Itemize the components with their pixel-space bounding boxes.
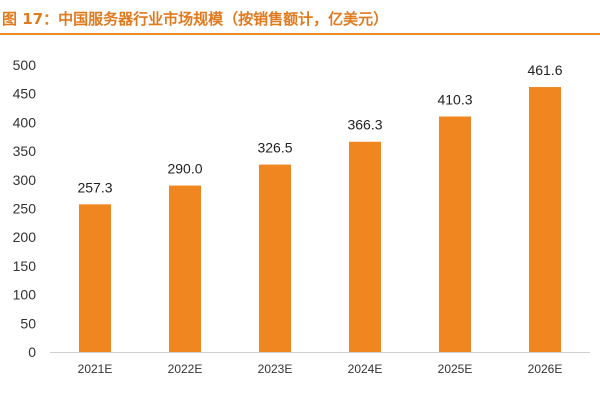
y-tick-label: 400 <box>13 114 37 130</box>
y-tick-label: 50 <box>20 315 36 331</box>
data-label: 410.3 <box>437 91 472 107</box>
x-tick-label: 2026E <box>528 362 563 376</box>
bar-2024E <box>349 141 381 352</box>
figure-title: 图 17：中国服务器行业市场规模（按销售额计，亿美元） <box>2 10 389 28</box>
y-tick-label: 350 <box>13 143 37 159</box>
data-label: 290.0 <box>167 161 202 177</box>
y-tick-label: 0 <box>28 344 36 360</box>
data-label: 326.5 <box>257 140 292 156</box>
x-tick-label: 2025E <box>438 362 473 376</box>
bar-chart: 0 50 100 150 200 250 300 350 400 450 500 257.3 2021E… <box>13 57 590 376</box>
y-tick-label: 500 <box>13 57 37 73</box>
data-label: 257.3 <box>77 179 112 195</box>
y-tick-label: 100 <box>13 287 37 303</box>
y-tick-label: 150 <box>13 258 37 274</box>
bar-2025E <box>439 116 471 353</box>
figure-header: 图 17：中国服务器行业市场规模（按销售额计，亿美元） <box>0 0 600 35</box>
y-tick-label: 250 <box>13 201 37 217</box>
data-label: 366.3 <box>347 117 382 133</box>
title-divider <box>0 33 600 35</box>
bar-2023E <box>259 164 291 352</box>
x-tick-label: 2021E <box>78 362 113 376</box>
x-tick-label: 2023E <box>258 362 293 376</box>
y-tick-label: 300 <box>13 172 37 188</box>
y-tick-label: 450 <box>13 86 37 102</box>
x-tick-label: 2024E <box>348 362 383 376</box>
bar-2022E <box>169 185 201 352</box>
y-tick-label: 200 <box>13 229 37 245</box>
x-tick-label: 2022E <box>168 362 203 376</box>
bar-2026E <box>529 87 561 352</box>
data-label: 461.6 <box>527 62 562 78</box>
bar-2021E <box>79 204 111 352</box>
